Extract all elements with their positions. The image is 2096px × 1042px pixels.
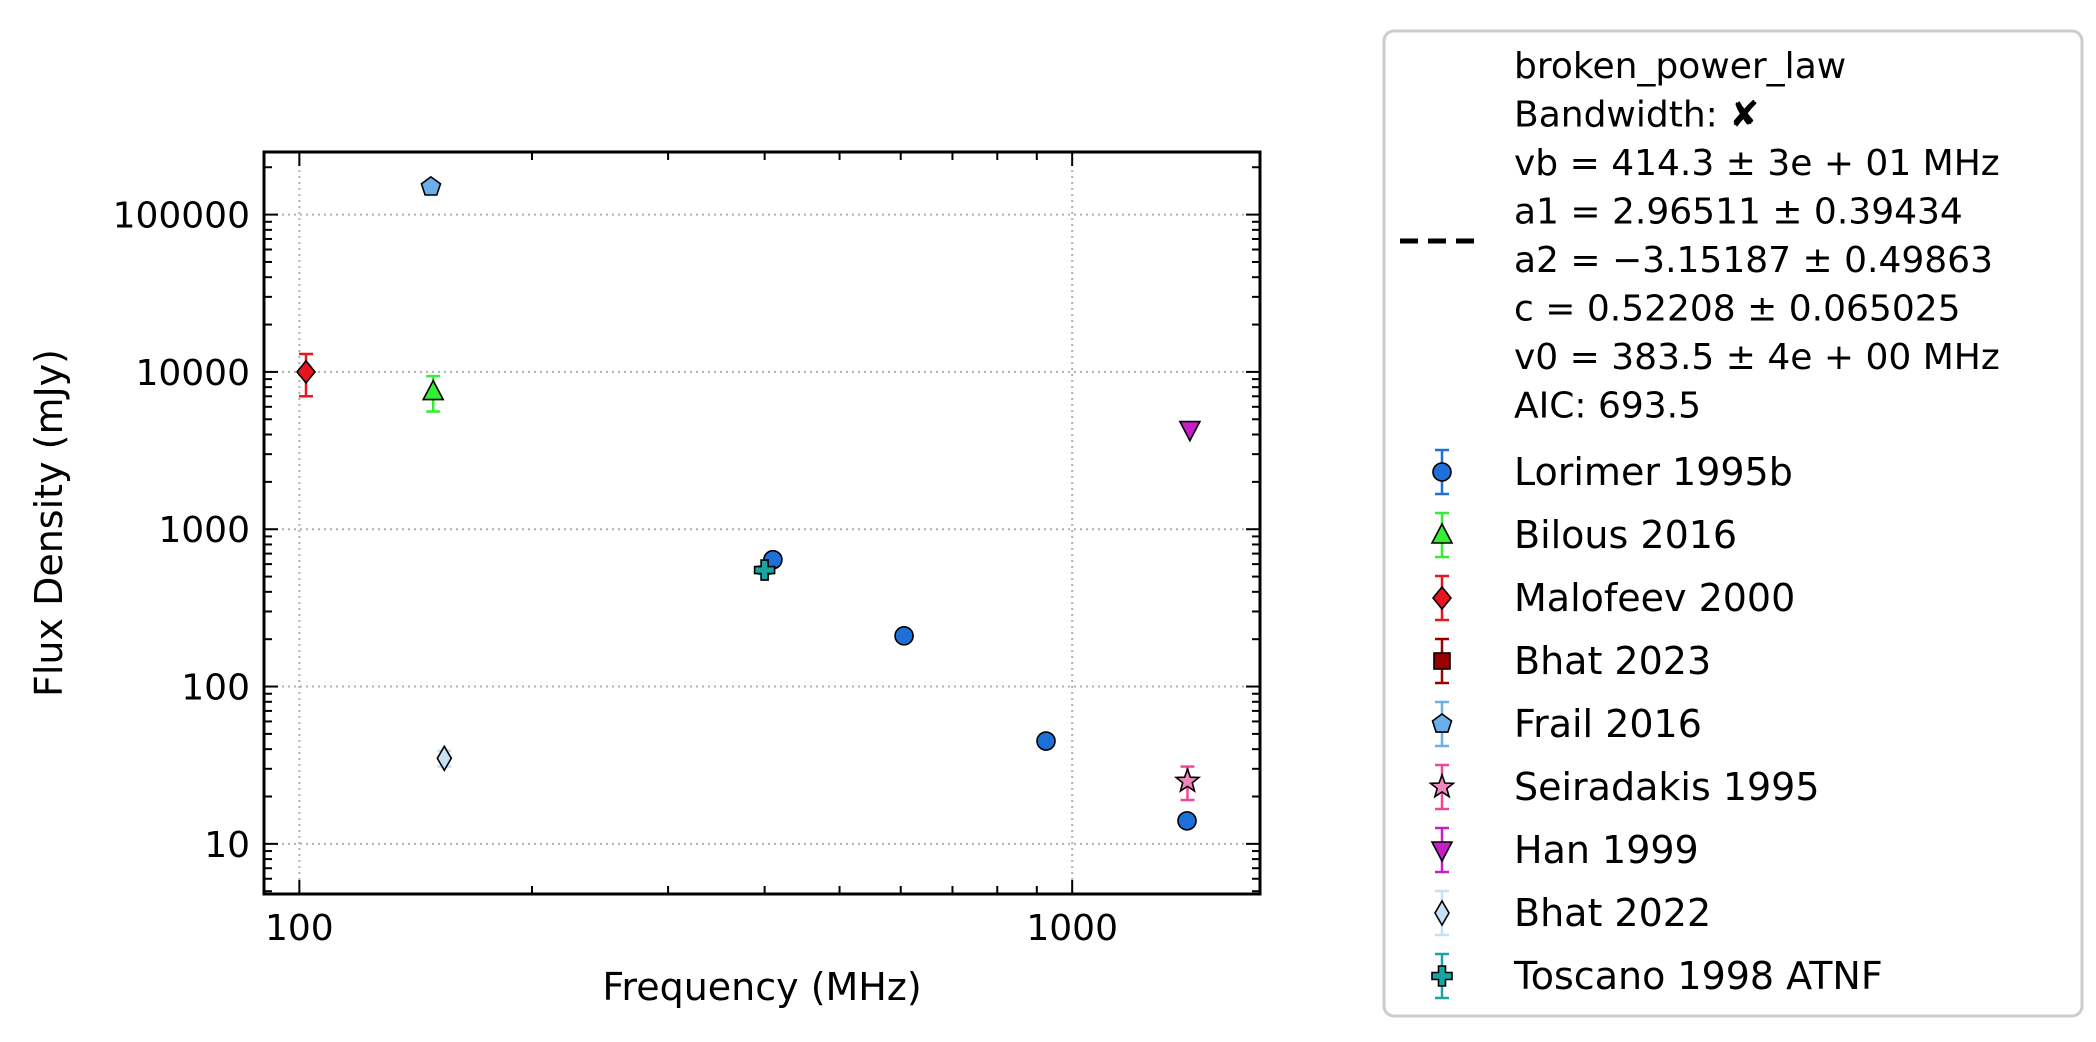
data-point-lorimer-1995b [1036,731,1056,751]
y-tick-label: 10000 [135,353,250,394]
legend-label-bhat-2022: Bhat 2022 [1514,891,1711,935]
data-point-seiradakis-1995 [1173,766,1202,793]
fit-line-layer [299,1030,1192,1042]
legend-fit-param: AIC: 693.5 [1514,386,1701,427]
legend-label-han-1999: Han 1999 [1514,828,1699,872]
legend-marker-seiradakis-1995 [1428,772,1456,799]
fit-line [299,1030,1192,1042]
legend-fit-param: a1 = 2.96511 ± 0.39434 [1514,192,1963,233]
y-tick-label: 100 [181,668,250,709]
legend-fit-param: v0 = 383.5 ± 4e + 00 MHz [1514,337,2000,378]
legend-fit-param: Bandwidth: ✘ [1514,95,1759,136]
legend-label-frail-2016: Frail 2016 [1514,702,1702,746]
y-tick-label: 100000 [113,196,250,237]
y-tick-label: 1000 [158,510,250,551]
x-tick-label: 100 [265,908,334,949]
data-point-lorimer-1995b [1177,811,1197,831]
y-axis-label: Flux Density (mJy) [27,349,71,697]
fit-uncertainty-band [299,1018,1192,1042]
grid [264,152,1260,894]
data-point-lorimer-1995b [894,626,914,646]
legend-fit-param: c = 0.52208 ± 0.065025 [1514,289,1961,330]
data-point-malofeev-2000 [295,359,317,385]
legend-label-toscano-1998-atnf: Toscano 1998 ATNF [1513,954,1883,998]
legend-marker-frail-2016 [1431,713,1453,733]
legend-marker-bhat-2022 [1434,899,1450,927]
data-point-han-1999 [1178,420,1202,443]
legend-label-bhat-2023: Bhat 2023 [1514,639,1711,683]
x-tick-label: 1000 [1026,908,1118,949]
legend-label-lorimer-1995b: Lorimer 1995b [1514,450,1793,494]
legend-marker-han-1999 [1430,841,1454,863]
legend-marker-toscano-1998-atnf [1431,965,1453,987]
legend-marker-bilous-2016 [1430,522,1454,544]
data-point-bilous-2016 [421,378,445,401]
data-point-bhat-2022 [436,744,453,772]
legend: broken_power_law Bandwidth: ✘ vb = 414.3 ±… [1382,29,2084,1018]
axis-labels: Frequency (MHz) Flux Density (mJy) [27,349,922,1009]
data-points [295,175,1202,831]
axes: 100 1000 10 100 1000 10000 100000 [113,150,1262,949]
data-point-frail-2016 [420,175,442,196]
legend-marker-lorimer-1995b [1432,462,1452,482]
legend-label-bilous-2016: Bilous 2016 [1514,513,1737,557]
legend-frame [1382,29,2084,1018]
legend-label-seiradakis-1995: Seiradakis 1995 [1514,765,1820,809]
data-point-toscano-1998-atnf [753,559,776,581]
x-axis-label: Frequency (MHz) [602,965,921,1009]
legend-marker-bhat-2023 [1433,652,1451,670]
fit-band [299,1018,1192,1042]
legend-fit-param: a2 = −3.15187 ± 0.49863 [1514,240,1993,281]
legend-label-malofeev-2000: Malofeev 2000 [1514,576,1795,620]
plot-frame [262,150,1262,896]
y-tick-label: 10 [204,825,250,866]
legend-fit-param: vb = 414.3 ± 3e + 01 MHz [1514,143,2000,184]
legend-marker-malofeev-2000 [1431,585,1453,611]
legend-fit-name: broken_power_law [1514,46,1846,87]
